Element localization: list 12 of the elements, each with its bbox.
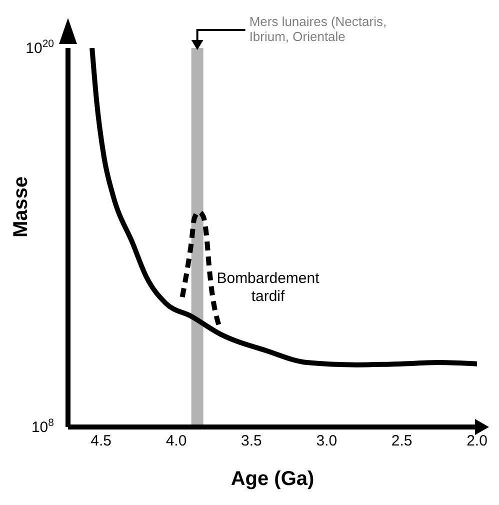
x-tick-label: 4.5 [90, 432, 112, 450]
band-label: Mers lunaires (Nectaris, Ibrium, Orientale [249, 14, 387, 44]
x-axis-title: Age (Ga) [230, 468, 314, 490]
y-axis-title: Masse [10, 176, 32, 238]
x-tick-label: 3.0 [316, 432, 338, 450]
annotation: Bombardement tardif [216, 270, 320, 306]
y-tick-label: 10$^{20}$ [26, 38, 54, 57]
y-tick-label: 10$^{8}$ [31, 417, 54, 436]
x-tick-label: 4.0 [166, 432, 187, 450]
x-tick-label: 3.5 [241, 432, 262, 450]
x-tick-label: 2.0 [466, 432, 488, 450]
x-tick-label: 2.5 [391, 432, 412, 450]
